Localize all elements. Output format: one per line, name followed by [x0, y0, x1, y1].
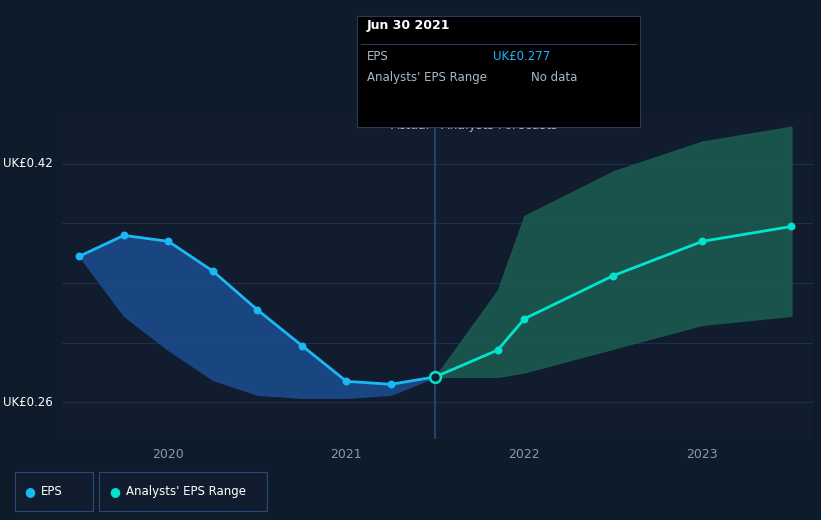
Point	[117, 231, 131, 240]
Text: EPS: EPS	[367, 50, 388, 63]
Point	[696, 237, 709, 245]
Text: UK£0.42: UK£0.42	[3, 158, 53, 171]
Text: No data: No data	[531, 71, 577, 84]
Point	[429, 373, 442, 381]
Text: Analysts Forecasts: Analysts Forecasts	[441, 119, 557, 132]
Point	[162, 237, 175, 245]
Text: Jun 30 2021: Jun 30 2021	[367, 19, 451, 32]
Point	[73, 252, 86, 261]
Point	[206, 267, 219, 275]
Text: ●: ●	[109, 485, 120, 498]
Point	[607, 271, 620, 280]
Point	[296, 342, 309, 350]
Text: Analysts' EPS Range: Analysts' EPS Range	[126, 485, 245, 498]
Point	[491, 346, 504, 354]
Text: UK£0.26: UK£0.26	[3, 396, 53, 409]
Point	[429, 373, 442, 381]
Text: Analysts' EPS Range: Analysts' EPS Range	[367, 71, 487, 84]
Point	[785, 222, 798, 230]
Text: EPS: EPS	[41, 485, 62, 498]
Point	[384, 380, 397, 388]
Point	[429, 373, 442, 381]
Point	[251, 306, 264, 314]
Point	[340, 377, 353, 385]
Text: ●: ●	[25, 485, 35, 498]
Text: UK£0.277: UK£0.277	[493, 50, 550, 63]
Point	[518, 315, 531, 323]
Text: Actual: Actual	[391, 119, 430, 132]
